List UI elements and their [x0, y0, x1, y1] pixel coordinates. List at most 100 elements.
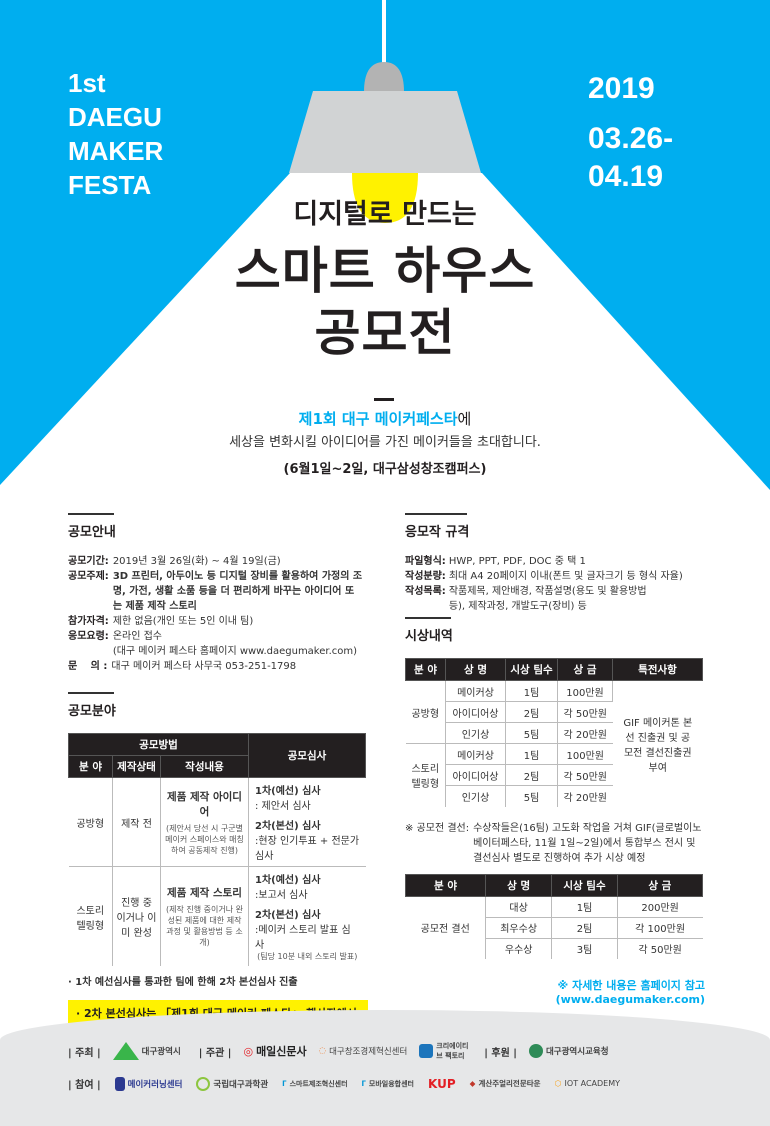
table-row: 아이디어상 2팀 각 50만원 — [406, 764, 703, 786]
table-row: 아이디어상 2팀 각 50만원 — [406, 701, 703, 723]
award-count: 1팀 — [551, 896, 618, 918]
award-name: 메이커상 — [445, 680, 506, 702]
logo-kup: KUP — [428, 1076, 456, 1091]
spec-row: 작성목록: 작품제목, 제안배경, 작품설명(용도 및 활용방법 등), 제작과정… — [405, 584, 715, 614]
host-label: | 주최 | — [68, 1047, 101, 1059]
header-method: 공모방법 — [68, 733, 249, 756]
category-table: 공모방법 공모심사 분 야 제작상태 작성내용 공방형 제작 전 제품 제작 아이디어… — [68, 733, 366, 966]
section-rule — [68, 513, 114, 515]
logo-participant: ◆ 계산주얼리전문타운 — [469, 1079, 541, 1088]
guide-value: 제한 없음(개인 또는 5인 이내 팀) — [112, 616, 254, 627]
award-count: 3팀 — [551, 938, 618, 959]
final-note-key: ※ 공모전 결선: — [405, 822, 470, 834]
guide-row: 문 의 : 대구 메이커 페스타 사무국 053-251-1798 — [68, 659, 388, 674]
award-count: 5팀 — [505, 785, 558, 807]
content-title: 제품 제작 아이디어 — [167, 790, 242, 818]
award-name: 인기상 — [445, 722, 506, 744]
lamp-shade-icon — [289, 91, 481, 173]
logo-participant: ᒥ 스마트제조혁신센터 — [282, 1079, 348, 1088]
maeil-logo-icon: ◎ — [243, 1044, 254, 1058]
event-date-place: (6월1일~2일, 대구삼성창조캠퍼스) — [283, 462, 487, 477]
festival-dates: 2019 03.26- 04.19 — [588, 70, 673, 196]
content-cell: 제품 제작 아이디어 (제안서 당선 시 구군별 메이커 스페이스와 매칭하여 공… — [160, 777, 249, 867]
award-name: 메이커상 — [445, 743, 506, 765]
field-cell: 공모전 결선 — [405, 896, 486, 959]
header-name: 상 명 — [445, 658, 506, 681]
divider — [374, 398, 394, 401]
review-cell: 1차(예선) 심사: 제안서 심사 2차(본선) 심사:현장 인기투표 + 전문가… — [248, 777, 366, 867]
logo-icon — [196, 1076, 211, 1091]
award-count: 2팀 — [505, 764, 558, 786]
mountain-logo-icon — [112, 1042, 139, 1060]
content-note: (제안서 당선 시 구군별 메이커 스페이스와 매칭하여 공동제작 진행) — [165, 823, 244, 855]
guide-value: 온라인 접수 — [112, 631, 162, 642]
award-count: 1팀 — [505, 743, 558, 765]
light-cone — [0, 173, 770, 500]
section-title: 공모안내 — [68, 525, 116, 540]
title-line-2: 공모전 — [314, 304, 456, 362]
section-rule — [405, 617, 451, 619]
logo-participant: ᒥ 모바일융합센터 — [361, 1079, 415, 1088]
footer-background — [0, 1010, 770, 1126]
review-desc: :현장 인기투표 + 전문가 심사 — [255, 836, 360, 862]
logo-icon: ᒥ — [282, 1079, 287, 1088]
guide-row: 참가자격: 제한 없음(개인 또는 5인 이내 팀) — [68, 614, 388, 629]
award-name: 최우수상 — [485, 917, 553, 939]
guide-value: 2019년 3월 26일(화) ~ 4월 19일(금) — [112, 556, 281, 567]
guide-key: 공모주제: — [68, 571, 109, 582]
header-prize: 상 금 — [616, 873, 704, 897]
header-status: 제작상태 — [112, 755, 161, 778]
logo-participant: 메이커러닝센터 — [114, 1076, 182, 1091]
field-cell: 공방형 — [68, 777, 113, 867]
table-row: 공방형 메이커상 1팀 100만원 GIF 메이커톤 본선 진출권 및 공모전 결선진출… — [405, 680, 703, 774]
benefit-cell: GIF 메이커톤 본선 진출권 및 공모전 결선진출권 부여 — [623, 717, 693, 774]
organizer-label: | 주관 | — [198, 1047, 232, 1059]
final-note: ※ 공모전 결선: 수상작들은(16팀) 고도화 작업을 거쳐 GIF(글로벌이노… — [405, 821, 705, 866]
award-prize: 각 50만원 — [557, 701, 613, 723]
guide-row: 응모요령: 온라인 접수 (대구 메이커 페스타 홈페이지 www.daegumak… — [68, 629, 388, 659]
guide-value: 3D 프린터, 아두이노 등 디지털 장비를 활용하여 가정의 조명, 가전, … — [112, 571, 363, 612]
logo-creative-factory: 크리에이티브 팩토리 — [419, 1041, 472, 1061]
light-bulb-icon — [352, 173, 418, 223]
award-prize: 100만원 — [557, 743, 613, 765]
homepage-note[interactable]: ※ 자세한 내용은 홈페이지 참고 (www.daegumaker.com) — [555, 979, 705, 1006]
award-prize: 각 20만원 — [563, 792, 607, 804]
award-prize: 각 50만원 — [557, 764, 613, 786]
spec-key: 작성분량: — [405, 571, 446, 582]
spec-value: 작품제목, 제안배경, 작품설명(용도 및 활용방법 등), 제작과정, 개발도… — [448, 586, 647, 612]
guide-row: 공모주제: 3D 프린터, 아두이노 등 디지털 장비를 활용하여 가정의 조명,… — [68, 569, 388, 614]
table-row: 스토리 텔링형 메이커상 1팀 100만원 — [405, 743, 703, 807]
festival-line: FESTA — [68, 170, 152, 200]
section-title: 공모분야 — [68, 704, 116, 719]
content-title: 제품 제작 스토리 — [167, 887, 242, 899]
award-count: 2팀 — [551, 917, 618, 939]
subtitle: 디지털로 만드는 — [293, 199, 477, 230]
logo-ccei: ◌ 대구창조경제혁신센터 — [318, 1046, 408, 1057]
spec-value: HWP, PPT, PDF, DOC 중 택 1 — [448, 556, 586, 567]
status-cell: 제작 전 — [112, 777, 161, 867]
award-prize: 각 20만원 — [557, 722, 613, 744]
date-start: 03.26- — [588, 122, 674, 155]
award-name: 우수상 — [485, 938, 553, 959]
globe-logo-icon — [528, 1044, 543, 1058]
review-title: 2차(본선) 심사 — [255, 821, 321, 832]
table-row: 인기상 5팀 각 20만원 — [406, 785, 703, 807]
guide-value: 대구 메이커 페스타 사무국 053-251-1798 — [111, 661, 297, 672]
award-prize: 100만원 — [557, 680, 613, 702]
guide-row: 공모기간: 2019년 3월 26일(화) ~ 4월 19일(금) — [68, 554, 388, 569]
festival-line: DAEGU — [68, 102, 162, 132]
spec-key: 파일형식: — [405, 556, 446, 567]
logo-daegu-city: 대구광역시 — [112, 1040, 181, 1062]
footer-row-participants: | 참여 | 메이커러닝센터 국립대구과학관 ᒥ 스마트제조혁신센터 ᒥ 모바일융합… — [68, 1076, 620, 1091]
section-title: 시상내역 — [405, 629, 453, 644]
homepage-link[interactable]: (대구 메이커 페스타 홈페이지 www.daegumaker.com) — [112, 646, 358, 657]
status-cell: 진행 중 이거나 이미 완성 — [112, 866, 161, 966]
header-benefit: 특전사항 — [612, 658, 703, 681]
award-name: 인기상 — [445, 785, 506, 807]
intro-highlight: 제1회 대구 메이커페스타 — [298, 410, 458, 428]
logo-participant: 국립대구과학관 — [196, 1076, 268, 1091]
section-title: 응모작 규격 — [405, 525, 470, 540]
logo-icon — [114, 1076, 125, 1091]
guide-key: 문 의 : — [68, 661, 108, 672]
table-row: 우수상 3팀 각 50만원 — [406, 938, 703, 959]
